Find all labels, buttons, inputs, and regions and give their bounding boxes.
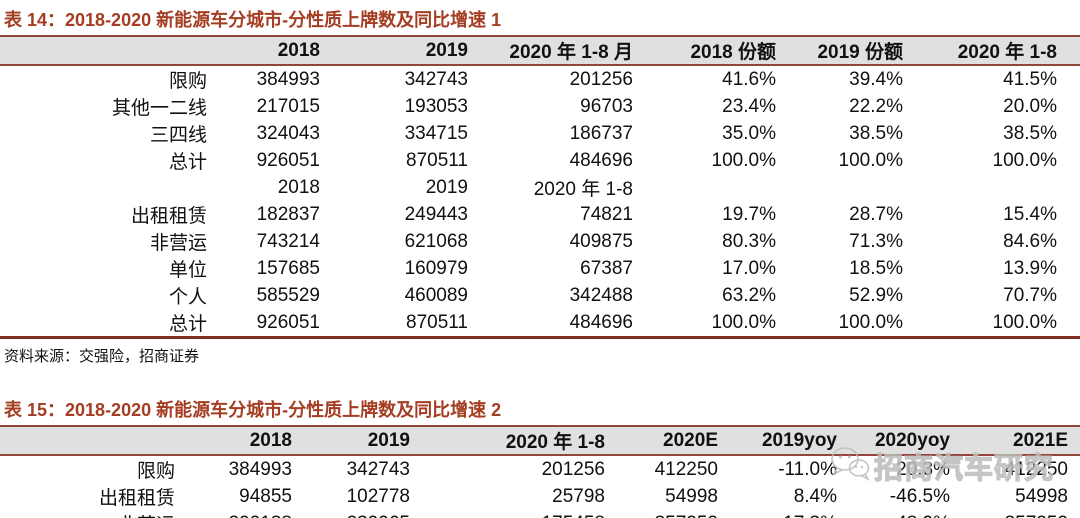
row-label: 非营运 — [149, 233, 207, 254]
header-cell: 2018 — [175, 425, 292, 456]
row-label: 非营运 — [0, 510, 175, 518]
table-row: 个人 585529 460089 342488 63.2% 52.9% 70.7… — [0, 282, 1080, 309]
row-label: 单位 — [168, 260, 207, 281]
row-label: 个人 — [168, 287, 207, 308]
table14-subheader-row: 2018 2019 2020 年 1-8 — [0, 174, 1080, 201]
header-cell: 2018 份额 — [633, 35, 776, 66]
row-label: 出租租赁 — [130, 206, 207, 227]
row-label: 总计 — [168, 152, 207, 173]
row-label: 三四线 — [149, 125, 207, 146]
table-15: 2018 2019 2020 年 1-8 2020E 2019yoy 2020y… — [0, 425, 1080, 518]
table15-title: 表 15：2018-2020 新能源车分城市-分性质上牌数及同比增速 2 — [4, 400, 502, 420]
header-cell: 2018 — [207, 35, 320, 66]
row-label: 总计 — [0, 309, 207, 339]
table-row: 非营运 290138 239965 175458 357252 -17.3% 4… — [0, 510, 1080, 518]
row-label: 其他一二线 — [111, 98, 207, 119]
subheader-cell: 2020 年 1-8 — [533, 179, 633, 200]
table14-source: 资料来源：交强险，招商证券 — [4, 349, 200, 365]
subheader-cell: 2019 — [425, 176, 468, 198]
table14-header-row: 2018 2019 2020 年 1-8 月 2018 份额 2019 份额 2… — [0, 35, 1080, 66]
table14-title: 表 14：2018-2020 新能源车分城市-分性质上牌数及同比增速 1 — [4, 10, 502, 30]
row-label: 限购 — [136, 461, 175, 482]
subheader-cell: 2018 — [277, 176, 320, 198]
table-row: 限购 384993 342743 201256 41.6% 39.4% 41.5… — [0, 65, 1080, 93]
table-row: 出租租赁 182837 249443 74821 19.7% 28.7% 15.… — [0, 201, 1080, 228]
header-cell — [0, 425, 175, 456]
table-14: 2018 2019 2020 年 1-8 月 2018 份额 2019 份额 2… — [0, 35, 1080, 339]
header-cell: 2019 — [292, 425, 410, 456]
header-cell: 2019 — [320, 35, 468, 66]
header-cell: 2019 份额 — [776, 35, 903, 66]
table-row: 非营运 743214 621068 409875 80.3% 71.3% 84.… — [0, 228, 1080, 255]
header-cell: 2020 年 1-8 — [903, 35, 1080, 66]
header-cell: 2021E — [950, 425, 1080, 456]
header-cell — [0, 35, 207, 66]
table-row: 其他一二线 217015 193053 96703 23.4% 22.2% 20… — [0, 93, 1080, 120]
header-cell: 2020E — [605, 425, 718, 456]
row-label: 限购 — [168, 71, 207, 92]
table-row: 限购 384993 342743 201256 412250 -11.0% 20… — [0, 455, 1080, 483]
table-row: 总计 926051 870511 484696 100.0% 100.0% 10… — [0, 147, 1080, 174]
header-cell: 2020yoy — [837, 425, 950, 456]
table-row: 三四线 324043 334715 186737 35.0% 38.5% 38.… — [0, 120, 1080, 147]
header-cell: 2019yoy — [718, 425, 837, 456]
table-row: 出租租赁 94855 102778 25798 54998 8.4% -46.5… — [0, 483, 1080, 510]
spacer — [0, 366, 1080, 390]
table-row: 单位 157685 160979 67387 17.0% 18.5% 13.9% — [0, 255, 1080, 282]
header-cell: 2020 年 1-8 月 — [468, 35, 633, 66]
row-label: 出租租赁 — [98, 488, 175, 509]
header-cell: 2020 年 1-8 — [410, 425, 605, 456]
table-row: 总计 926051 870511 484696 100.0% 100.0% 10… — [0, 309, 1080, 339]
table15-header-row: 2018 2019 2020 年 1-8 2020E 2019yoy 2020y… — [0, 425, 1080, 456]
